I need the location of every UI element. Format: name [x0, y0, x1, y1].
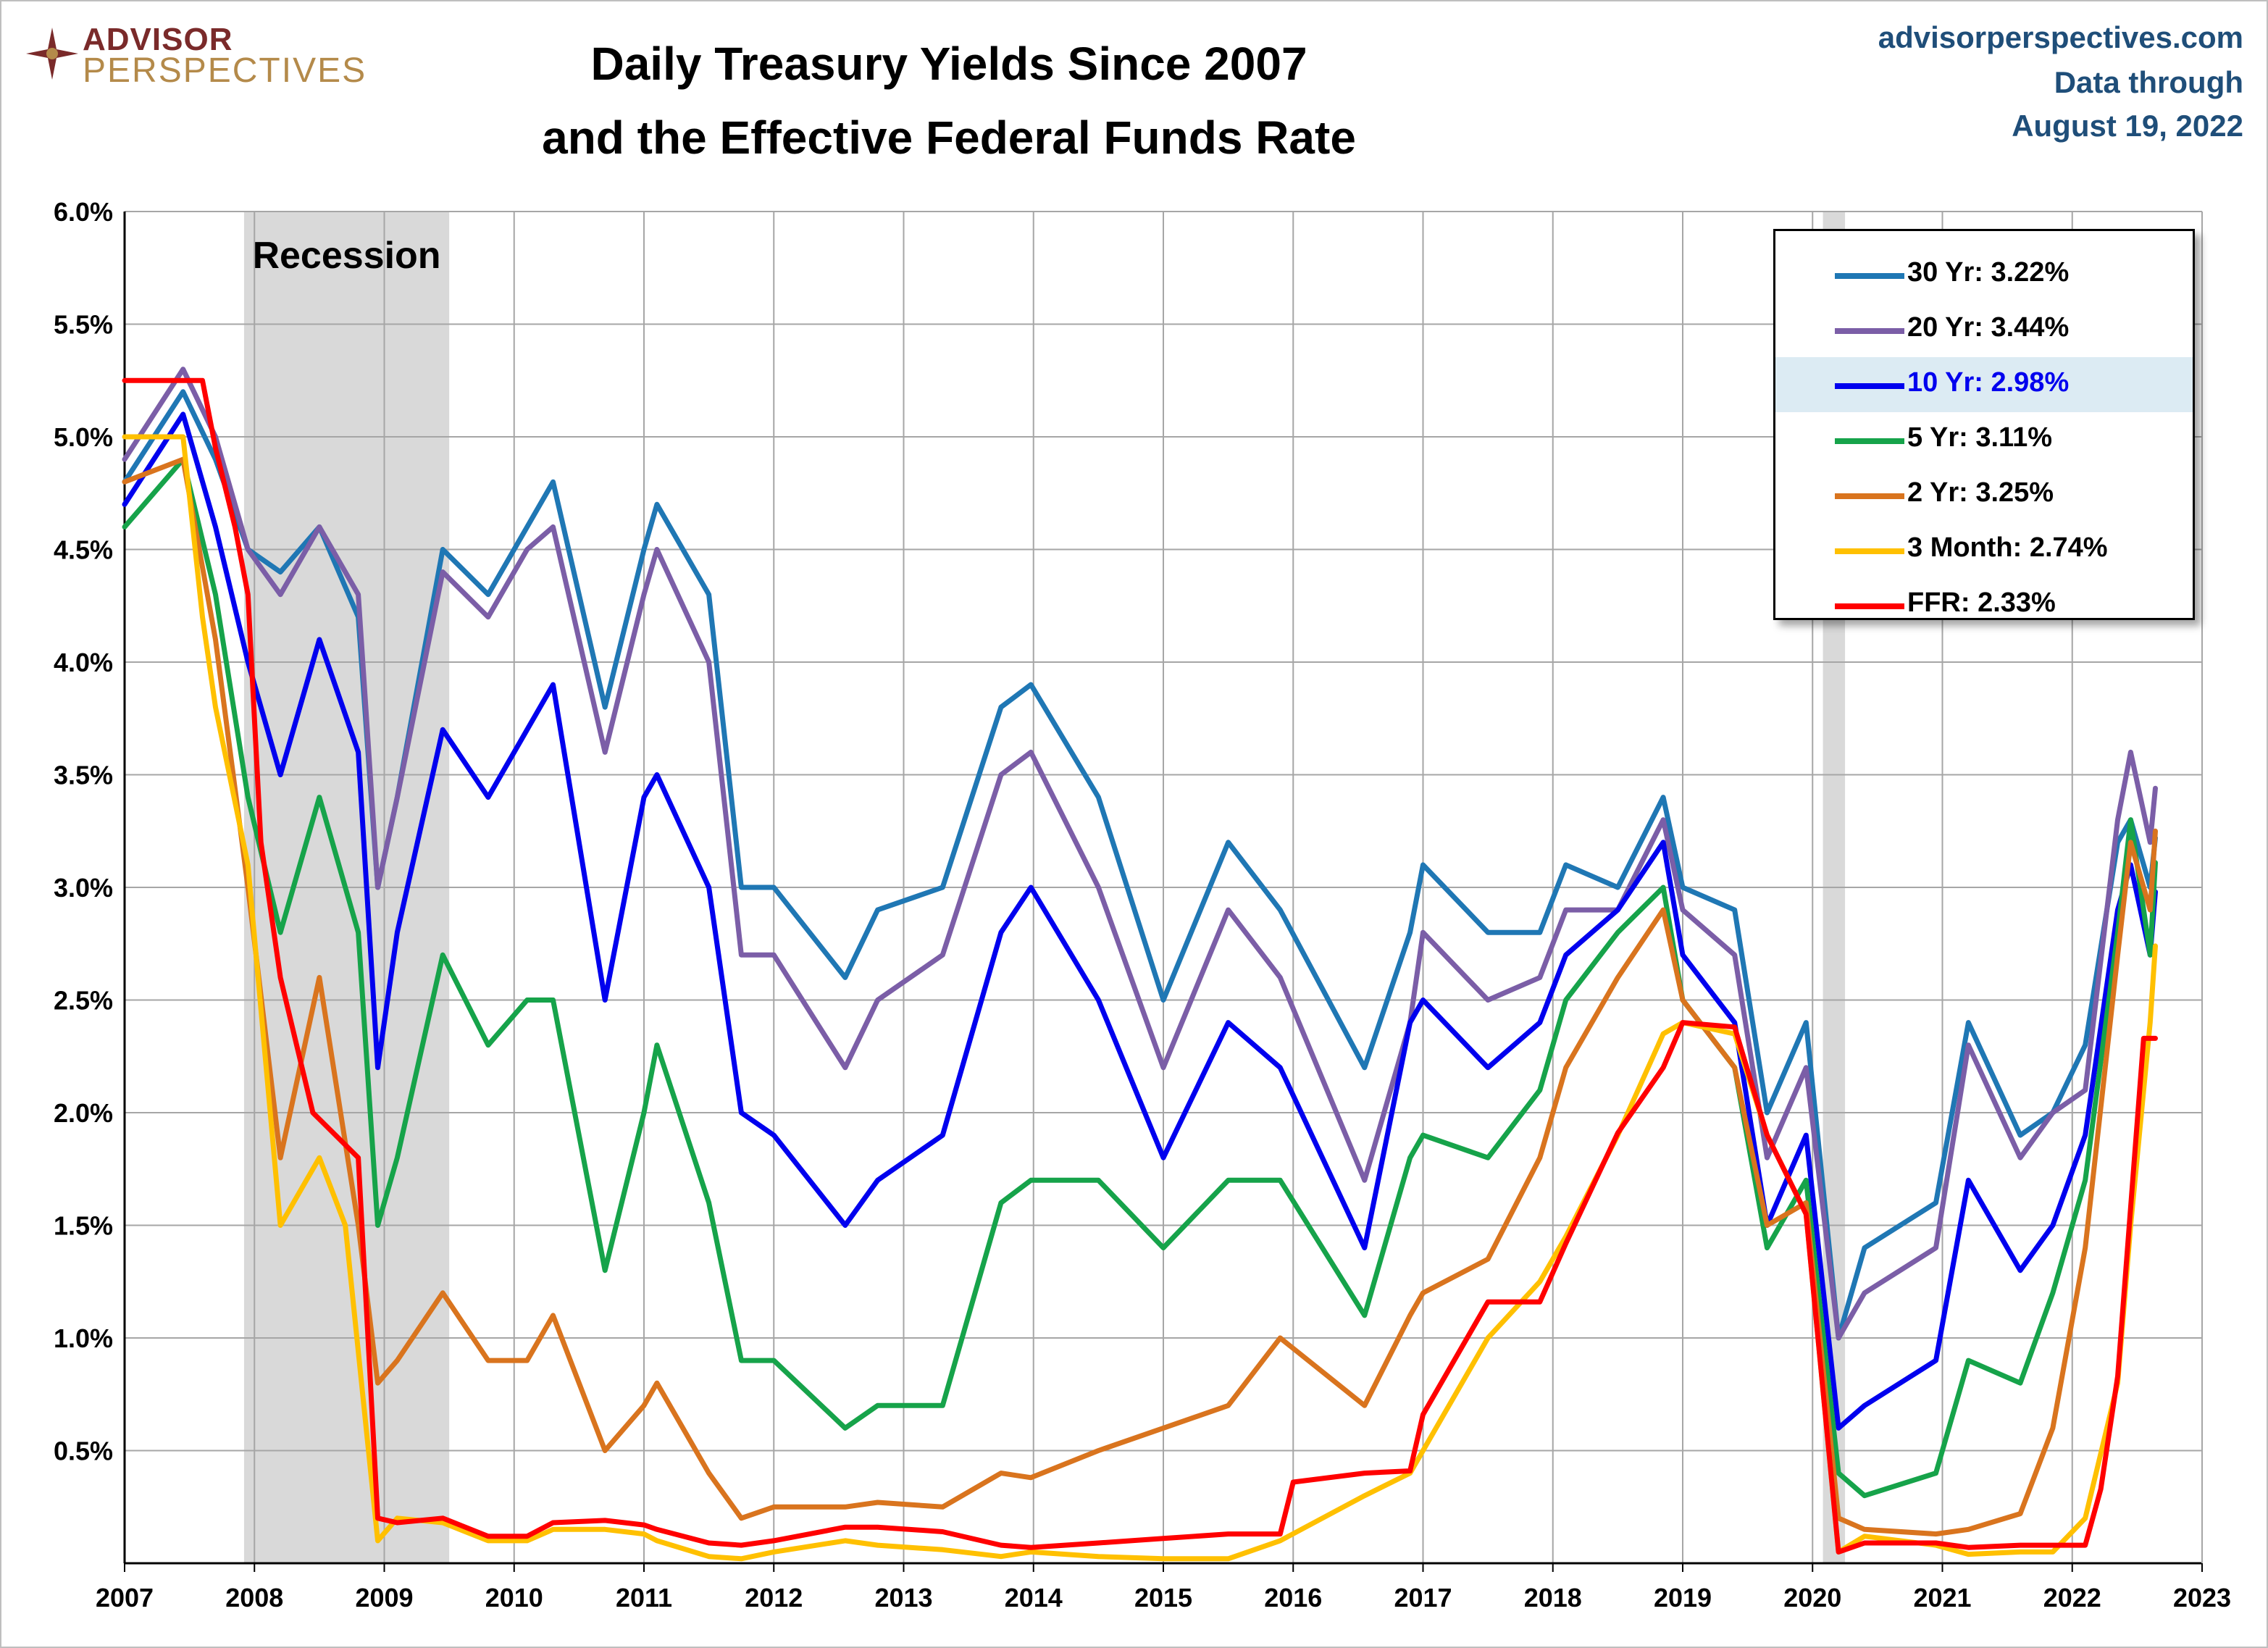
x-tick-label-2009: 2009 [355, 1583, 413, 1613]
y-tick-label-4.0%: 4.0% [54, 648, 113, 677]
y-tick-label-6.0%: 6.0% [54, 197, 113, 227]
legend-swatch-2yr [1835, 493, 1904, 499]
legend-label-ffr: FFR: 2.33% [1907, 587, 2056, 618]
legend-label-2yr: 2 Yr: 3.25% [1907, 477, 2054, 508]
legend-item-ffr: FFR: 2.33% [1775, 577, 2193, 632]
legend-label-30yr: 30 Yr: 3.22% [1907, 257, 2070, 288]
x-tick-label-2014: 2014 [1005, 1583, 1063, 1613]
legend-swatch-ffr [1835, 603, 1904, 609]
x-tick-label-2021: 2021 [1913, 1583, 1971, 1613]
legend-label-5yr: 5 Yr: 3.11% [1907, 422, 2053, 453]
logo-wordmark-top: ADVISOR [83, 22, 233, 57]
series-line-y5 [122, 456, 2158, 1499]
y-tick-label-5.0%: 5.0% [54, 422, 113, 452]
x-tick-label-2020: 2020 [1783, 1583, 1841, 1613]
legend-item-3month: 3 Month: 2.74% [1775, 522, 2193, 577]
x-tick-label-2017: 2017 [1394, 1583, 1452, 1613]
x-tick-label-2010: 2010 [485, 1583, 543, 1613]
legend-label-20yr: 20 Yr: 3.44% [1907, 312, 2070, 343]
x-tick-label-2012: 2012 [745, 1583, 803, 1613]
legend: 30 Yr: 3.22% 20 Yr: 3.44% 10 Yr: 2.98% 5… [1773, 229, 2195, 620]
compass-icon [26, 28, 78, 80]
x-tick-label-2013: 2013 [874, 1583, 932, 1613]
logo-wordmark-bottom: PERSPECTIVES [83, 51, 367, 90]
y-tick-label-2.5%: 2.5% [54, 986, 113, 1016]
legend-swatch-5yr [1835, 438, 1904, 444]
y-tick-label-1.5%: 1.5% [54, 1211, 113, 1241]
y-tick-label-3.5%: 3.5% [54, 761, 113, 790]
source-site[interactable]: advisorperspectives.com [1878, 20, 2243, 54]
legend-item-30yr: 30 Yr: 3.22% [1775, 247, 2193, 302]
series-line-y20 [122, 367, 2158, 1341]
series-line-y10 [122, 411, 2158, 1431]
x-tick-label-2023: 2023 [2173, 1583, 2231, 1613]
legend-label-3month: 3 Month: 2.74% [1907, 532, 2108, 563]
advisor-perspectives-logo[interactable]: ADVISOR PERSPECTIVES [26, 20, 365, 93]
x-tick-label-2015: 2015 [1134, 1583, 1192, 1613]
recession-label: Recession [252, 235, 440, 277]
legend-swatch-10yr [1835, 383, 1904, 389]
x-tick-label-2016: 2016 [1264, 1583, 1322, 1613]
y-tick-label-0.5%: 0.5% [54, 1436, 113, 1466]
x-tick-label-2007: 2007 [96, 1583, 154, 1613]
x-tick-label-2018: 2018 [1524, 1583, 1582, 1613]
chart-title-line1: Daily Treasury Yields Since 2007 [590, 38, 1307, 90]
series-line-y2 [122, 456, 2158, 1537]
series-line-ffr [122, 377, 2158, 1555]
data-through-label: Data through [2054, 65, 2243, 99]
y-tick-label-3.0%: 3.0% [54, 873, 113, 903]
x-tick-label-2022: 2022 [2043, 1583, 2101, 1613]
x-tick-label-2008: 2008 [225, 1583, 283, 1613]
x-tick-label-2011: 2011 [616, 1583, 672, 1613]
y-tick-label-2.0%: 2.0% [54, 1098, 113, 1128]
legend-swatch-20yr [1835, 328, 1904, 334]
y-tick-label-4.5%: 4.5% [54, 535, 113, 565]
legend-item-20yr: 20 Yr: 3.44% [1775, 302, 2193, 357]
chart-title-line2: and the Effective Federal Funds Rate [542, 112, 1356, 164]
legend-swatch-3month [1835, 548, 1904, 554]
y-tick-label-5.5%: 5.5% [54, 310, 113, 340]
y-tick-label-1.0%: 1.0% [54, 1323, 113, 1353]
legend-item-2yr: 2 Yr: 3.25% [1775, 467, 2193, 522]
data-through-date: August 19, 2022 [2012, 109, 2243, 143]
x-tick-label-2019: 2019 [1654, 1583, 1712, 1613]
legend-swatch-30yr [1835, 273, 1904, 279]
legend-item-10yr: 10 Yr: 2.98% [1775, 357, 2193, 412]
legend-label-10yr: 10 Yr: 2.98% [1907, 367, 2070, 398]
legend-item-5yr: 5 Yr: 3.11% [1775, 412, 2193, 467]
